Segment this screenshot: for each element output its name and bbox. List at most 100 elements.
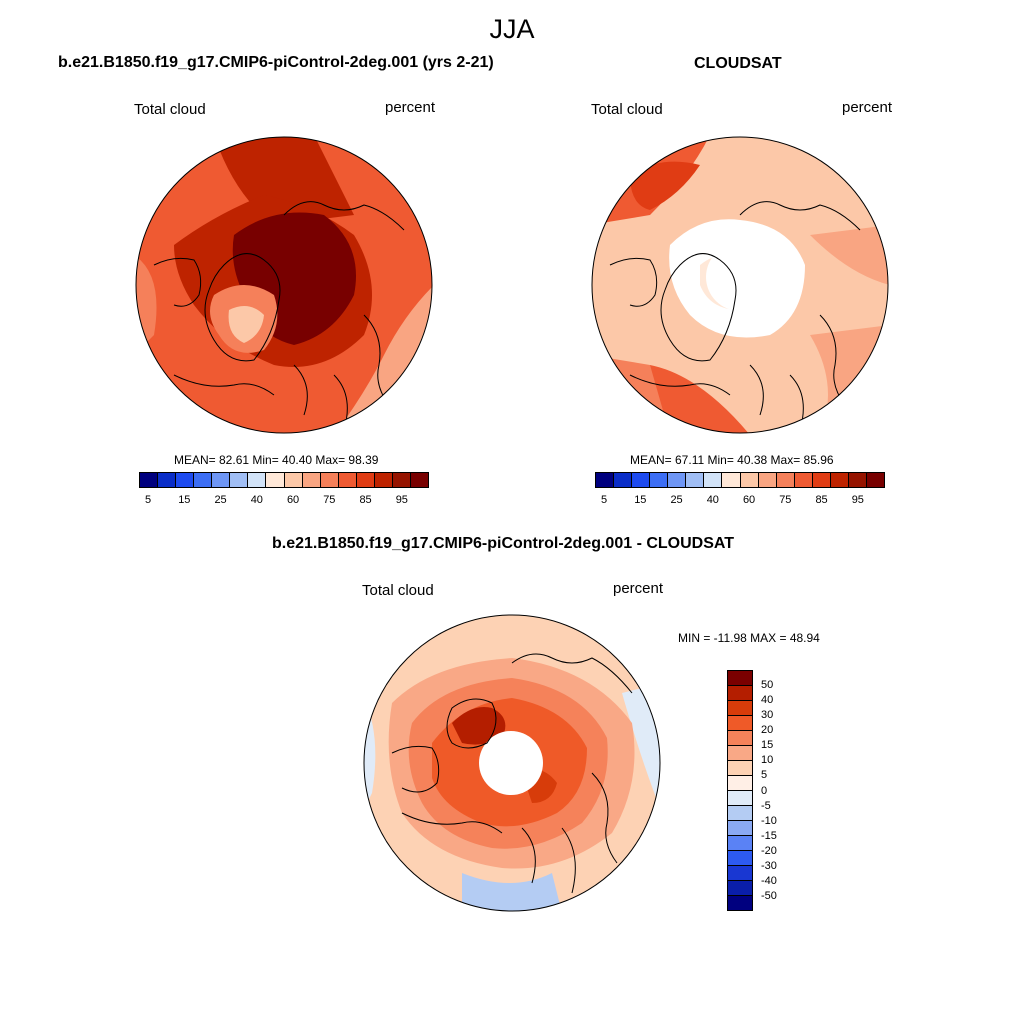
colorbar-swatch xyxy=(728,806,752,821)
colorbar-swatch xyxy=(668,473,687,487)
colorbar-swatch xyxy=(728,701,752,716)
colorbar-swatch xyxy=(356,473,375,487)
colorbar-tick-label: 5 xyxy=(761,769,768,782)
panel1-left-label: Total cloud xyxy=(134,101,206,118)
colorbar-swatch xyxy=(728,776,752,791)
panel2-field-pacific-core xyxy=(630,161,700,210)
panel1-map-border xyxy=(135,136,433,434)
colorbar-tick-label: 5 xyxy=(601,494,608,506)
colorbar-swatch xyxy=(686,473,705,487)
colorbar-swatch xyxy=(212,473,231,487)
colorbar-swatch xyxy=(284,473,303,487)
colorbar-swatch xyxy=(776,473,795,487)
colorbar-swatch xyxy=(812,473,831,487)
panel1-colorbar xyxy=(139,472,429,488)
colorbar-swatch xyxy=(866,473,884,487)
colorbar-tick-label: 15 xyxy=(761,739,774,752)
colorbar-swatch xyxy=(830,473,849,487)
colorbar-tick-label: -10 xyxy=(761,814,777,827)
colorbar-swatch xyxy=(728,761,752,776)
colorbar-swatch xyxy=(728,866,752,881)
colorbar-swatch xyxy=(230,473,249,487)
colorbar-swatch xyxy=(614,473,633,487)
colorbar-tick-label: 20 xyxy=(761,724,774,737)
colorbar-swatch xyxy=(728,791,752,806)
colorbar-swatch xyxy=(728,851,752,866)
colorbar-swatch xyxy=(248,473,267,487)
colorbar-tick-label: 40 xyxy=(706,494,719,506)
colorbar-tick-label: 85 xyxy=(359,494,372,506)
colorbar-tick-label: 50 xyxy=(761,679,774,692)
colorbar-tick-label: 95 xyxy=(851,494,864,506)
panel3-colorbar xyxy=(727,670,753,911)
panel2-right-label: percent xyxy=(842,99,893,116)
panel2-field-east xyxy=(810,225,888,285)
colorbar-swatch xyxy=(728,821,752,836)
colorbar-swatch xyxy=(728,896,752,910)
panel3-polar-map xyxy=(363,614,661,912)
colorbar-tick-label: 15 xyxy=(634,494,647,506)
colorbar-tick-label: 60 xyxy=(286,494,300,506)
panel2-missing-polar-cap xyxy=(706,243,774,311)
colorbar-swatch xyxy=(320,473,339,487)
colorbar-swatch xyxy=(728,671,752,686)
panel3-left-label: Total cloud xyxy=(362,582,434,599)
panel3-right-label: percent xyxy=(613,580,664,597)
colorbar-swatch xyxy=(704,473,723,487)
panel2-map-border xyxy=(591,136,889,434)
panel2-title: CLOUDSAT xyxy=(694,55,782,72)
colorbar-swatch xyxy=(758,473,777,487)
panel3-missing-polar-cap xyxy=(479,731,543,795)
colorbar-tick-label: 5 xyxy=(145,494,152,506)
colorbar-swatch xyxy=(392,473,411,487)
panel3-field-south-negative xyxy=(462,873,562,911)
colorbar-swatch xyxy=(722,473,741,487)
colorbar-swatch xyxy=(632,473,651,487)
colorbar-tick-label: -15 xyxy=(761,829,777,842)
figure-title: JJA xyxy=(489,14,535,44)
colorbar-swatch xyxy=(140,473,159,487)
colorbar-tick-label: -50 xyxy=(761,889,777,902)
colorbar-tick-label: 10 xyxy=(761,754,774,767)
colorbar-tick-label: 25 xyxy=(214,494,227,506)
panel3-coastlines xyxy=(391,653,633,894)
colorbar-tick-label: 15 xyxy=(178,494,191,506)
panel1-right-label: percent xyxy=(385,99,436,116)
colorbar-swatch xyxy=(176,473,195,487)
colorbar-swatch xyxy=(596,473,615,487)
panel1-polar-map xyxy=(135,136,433,434)
colorbar-swatch xyxy=(266,473,285,487)
colorbar-swatch xyxy=(728,716,752,731)
colorbar-tick-label: 40 xyxy=(761,694,774,707)
colorbar-swatch xyxy=(794,473,813,487)
colorbar-tick-label: 40 xyxy=(250,494,263,506)
panel3-stats: MIN = -11.98 MAX = 48.94 xyxy=(678,631,820,645)
panel3-title: b.e21.B1850.f19_g17.CMIP6-piControl-2deg… xyxy=(272,535,735,552)
colorbar-swatch xyxy=(728,731,752,746)
panel2-stats: MEAN= 67.11 Min= 40.38 Max= 85.96 xyxy=(630,453,834,467)
colorbar-tick-label: -30 xyxy=(761,859,777,872)
panel1-coastlines xyxy=(153,201,405,431)
panel1-stats: MEAN= 82.61 Min= 40.40 Max= 98.39 xyxy=(174,453,379,467)
colorbar-tick-label: 85 xyxy=(815,494,828,506)
colorbar-tick-label: -40 xyxy=(761,874,777,887)
panel1-title: b.e21.B1850.f19_g17.CMIP6-piControl-2deg… xyxy=(58,54,494,71)
colorbar-swatch xyxy=(728,836,752,851)
panel1-field-greenland-core xyxy=(228,306,264,343)
colorbar-tick-label: 25 xyxy=(670,494,683,506)
colorbar-swatch xyxy=(410,473,428,487)
colorbar-swatch xyxy=(374,473,393,487)
colorbar-swatch xyxy=(302,473,321,487)
colorbar-tick-label: 75 xyxy=(323,494,336,506)
colorbar-tick-label: -20 xyxy=(761,844,777,857)
panel2-colorbar xyxy=(595,472,885,488)
colorbar-swatch xyxy=(158,473,177,487)
colorbar-tick-label: 0 xyxy=(761,784,768,797)
colorbar-tick-label: -5 xyxy=(761,799,771,812)
colorbar-tick-label: 75 xyxy=(779,494,792,506)
colorbar-swatch xyxy=(848,473,867,487)
colorbar-swatch xyxy=(728,686,752,701)
colorbar-swatch xyxy=(728,746,752,761)
panel1-field-south-edge xyxy=(404,385,432,433)
colorbar-swatch xyxy=(740,473,759,487)
